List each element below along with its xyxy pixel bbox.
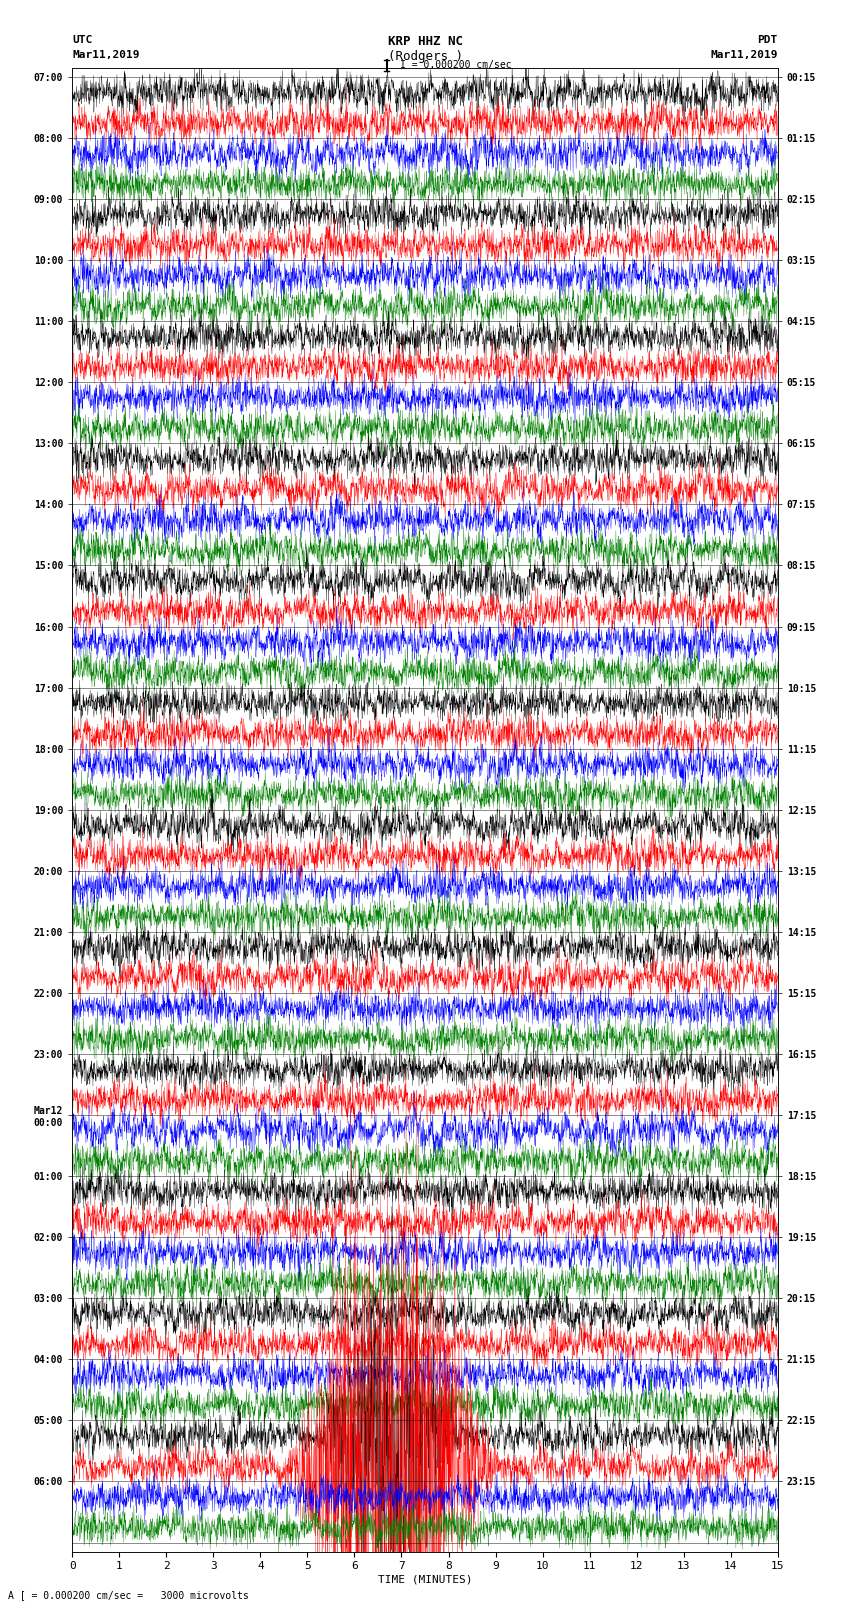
Text: Mar11,2019: Mar11,2019 [711, 50, 778, 60]
Text: A [ = 0.000200 cm/sec =   3000 microvolts: A [ = 0.000200 cm/sec = 3000 microvolts [8, 1590, 249, 1600]
Text: I = 0.000200 cm/sec: I = 0.000200 cm/sec [400, 60, 511, 71]
Text: (Rodgers ): (Rodgers ) [388, 50, 462, 63]
Text: PDT: PDT [757, 35, 778, 45]
Text: Mar11,2019: Mar11,2019 [72, 50, 139, 60]
Text: UTC: UTC [72, 35, 93, 45]
Text: KRP HHZ NC: KRP HHZ NC [388, 35, 462, 48]
X-axis label: TIME (MINUTES): TIME (MINUTES) [377, 1574, 473, 1584]
